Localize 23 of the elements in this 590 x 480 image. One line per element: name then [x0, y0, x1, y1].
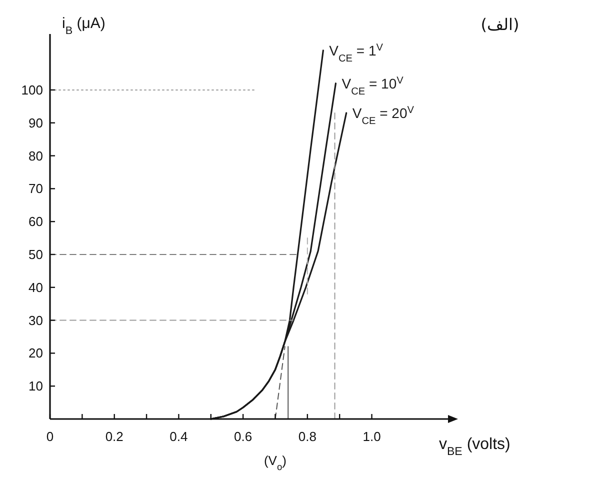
y-tick-label: 40	[28, 280, 43, 295]
y-tick-label: 50	[28, 246, 43, 262]
y-axis-title: i$_{B}$ (μA)	[62, 15, 106, 37]
x-tick-label: 0.2	[105, 429, 124, 444]
y-tick-label: 20	[28, 346, 43, 361]
x-tick-label: 0.6	[234, 429, 252, 444]
series-label: V$_{CE}$ = 20$^{V}$	[352, 104, 414, 126]
annotation: (V$_{o}$)	[264, 453, 287, 472]
text: (الف)	[480, 15, 520, 34]
y-tick-label: 100	[21, 82, 43, 98]
y-tick-label: 80	[28, 148, 43, 164]
x-tick-label: 0	[46, 429, 54, 444]
y-tick-label: 60	[28, 214, 43, 230]
x-tick-label: 0.4	[170, 429, 188, 444]
x-tick-label: 1.0	[362, 429, 381, 444]
x-tick-label: 0.8	[298, 429, 316, 444]
x-axis-title: v$_{BE}$ (volts)	[439, 436, 510, 458]
series-label: V$_{CE}$ = 1$^{V}$	[329, 42, 384, 64]
y-tick-label: 10	[28, 378, 43, 394]
y-tick-label: 30	[28, 312, 43, 328]
y-tick-label: 70	[28, 181, 43, 196]
series-label: V$_{CE}$ = 10$^{V}$	[342, 74, 404, 97]
y-tick-label: 90	[28, 115, 43, 130]
